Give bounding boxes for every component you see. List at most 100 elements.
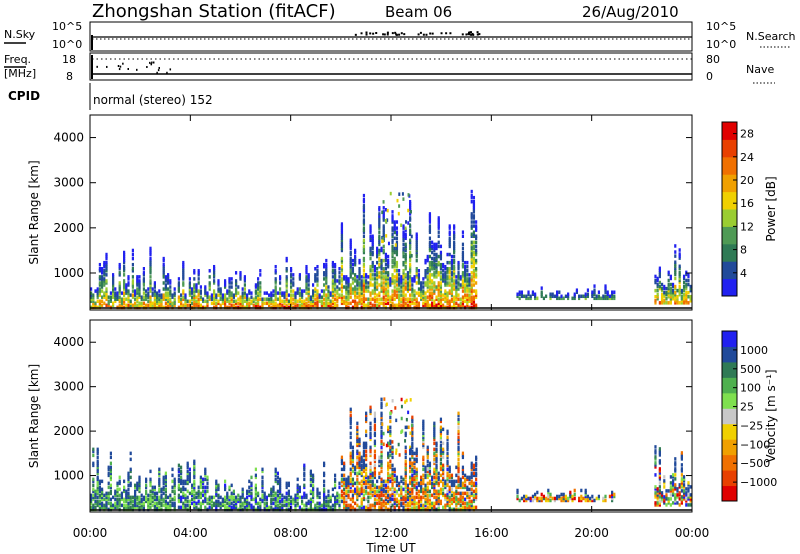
echo-cell — [391, 228, 394, 232]
echo-cell — [439, 449, 443, 454]
echo-cell — [422, 455, 425, 460]
echo-cell — [413, 295, 416, 299]
echo-cell — [298, 489, 301, 494]
echo-cell — [125, 503, 128, 508]
echo-cell — [127, 295, 130, 299]
echo-cell — [678, 270, 681, 275]
echo-cell — [369, 425, 372, 430]
echo-cell — [468, 475, 471, 480]
echo-cell — [667, 290, 670, 295]
echo-cell — [362, 210, 366, 214]
echo-cell — [415, 250, 418, 255]
echo-cell — [409, 303, 412, 308]
echo-cell — [435, 453, 438, 458]
echo-cell — [338, 275, 341, 279]
echo-cell — [114, 497, 117, 502]
echo-cell — [362, 262, 366, 267]
echo-cell — [296, 493, 299, 498]
echo-cell — [402, 251, 405, 255]
echo-cell — [446, 441, 449, 446]
echo-cell — [678, 290, 681, 295]
echo-cell — [369, 281, 372, 285]
echo-cell — [669, 497, 672, 501]
echo-cell — [470, 258, 473, 263]
echo-cell — [182, 295, 185, 299]
echo-cell — [591, 496, 594, 501]
echo-cell — [98, 291, 101, 295]
echo-cell — [177, 297, 180, 301]
echo-cell — [281, 291, 284, 295]
echo-cell — [437, 493, 440, 498]
echo-cell — [182, 289, 185, 293]
echo-cell — [406, 287, 410, 291]
echo-cell — [597, 296, 601, 301]
echo-cell — [439, 447, 443, 452]
echo-cell — [400, 501, 403, 506]
echo-cell — [300, 303, 304, 308]
echo-cell — [682, 299, 686, 303]
echo-cell — [131, 289, 134, 293]
echo-cell — [411, 429, 414, 434]
echo-cell — [413, 477, 416, 482]
echo-cell — [373, 419, 377, 424]
echo-cell — [223, 495, 227, 500]
echo-cell — [409, 228, 412, 232]
echo-cell — [278, 501, 282, 506]
echo-cell — [395, 262, 399, 267]
echo-cell — [435, 287, 438, 291]
echo-cell — [96, 287, 99, 291]
echo-cell — [365, 453, 368, 458]
echo-cell — [516, 496, 519, 501]
echo-cell — [349, 435, 352, 440]
echo-cell — [389, 499, 392, 504]
echo-cell — [217, 289, 220, 293]
echo-cell — [393, 477, 396, 482]
echo-cell — [446, 443, 449, 448]
echo-cell — [162, 287, 165, 291]
echo-cell — [112, 279, 115, 283]
echo-cell — [188, 293, 191, 297]
echo-cell — [437, 301, 440, 306]
echo-cell — [354, 491, 357, 496]
echo-cell — [289, 275, 293, 279]
echo-cell — [457, 439, 460, 444]
echo-cell — [453, 493, 456, 498]
echo-cell — [433, 505, 436, 510]
echo-cell — [411, 463, 414, 468]
echo-cell — [158, 301, 161, 306]
echo-cell — [204, 499, 207, 504]
echo-cell — [103, 279, 106, 283]
echo-cell — [448, 289, 451, 293]
echo-cell — [433, 285, 436, 289]
echo-cell — [380, 455, 383, 460]
echo-cell — [404, 297, 407, 301]
echo-cell — [109, 291, 112, 295]
echo-cell — [116, 501, 119, 506]
echo-cell — [151, 291, 154, 295]
echo-cell — [351, 451, 355, 456]
echo-cell — [406, 303, 410, 308]
echo-cell — [442, 275, 445, 279]
echo-cell — [461, 271, 465, 275]
echo-cell — [190, 497, 194, 502]
echo-cell — [358, 277, 361, 281]
echo-cell — [351, 495, 355, 500]
echo-cell — [378, 471, 381, 476]
echo-cell — [669, 297, 672, 301]
echo-cell — [138, 497, 141, 502]
echo-cell — [654, 463, 657, 467]
echo-cell — [354, 465, 357, 470]
echo-cell — [173, 485, 176, 490]
echo-cell — [349, 275, 352, 279]
echo-cell — [404, 234, 407, 239]
echo-cell — [380, 501, 383, 506]
echo-cell — [437, 240, 440, 245]
echo-cell — [333, 303, 337, 308]
echo-cell — [340, 285, 344, 289]
echo-cell — [424, 275, 427, 279]
echo-cell — [164, 501, 167, 506]
echo-cell — [138, 485, 141, 490]
echo-cell — [362, 449, 366, 454]
echo-cell — [658, 489, 661, 493]
echo-cell — [582, 496, 585, 501]
